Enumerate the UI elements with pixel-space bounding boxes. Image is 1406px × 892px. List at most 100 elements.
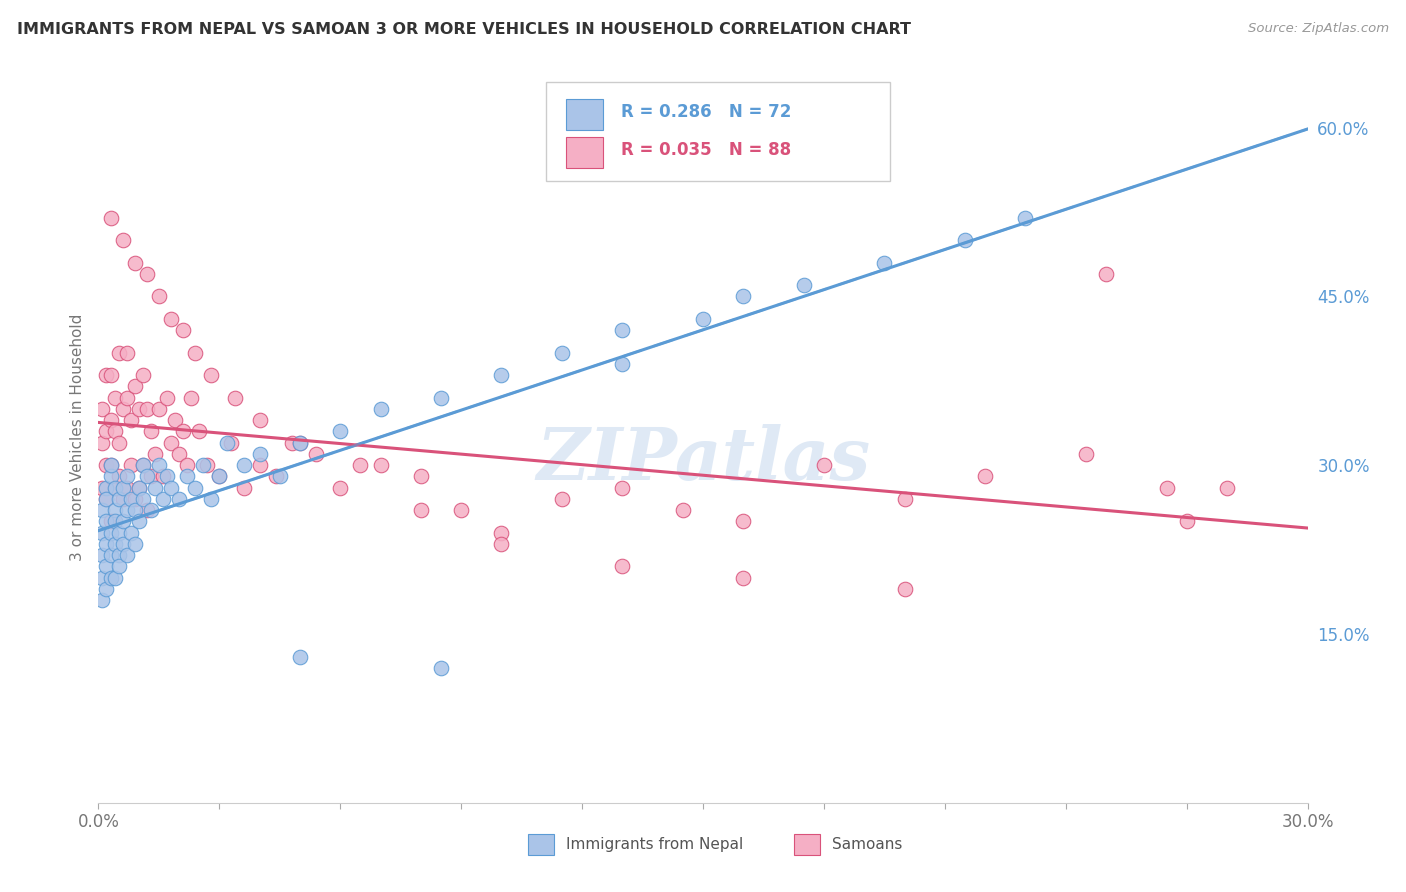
FancyBboxPatch shape: [527, 833, 554, 855]
Point: [180, 391, 202, 405]
Point: [135, 267, 157, 281]
Point: [281, 435, 304, 450]
Point: [172, 323, 194, 337]
Point: [551, 345, 574, 359]
FancyBboxPatch shape: [567, 99, 603, 130]
Point: [184, 345, 207, 359]
Point: [100, 525, 122, 540]
Point: [200, 491, 222, 506]
Point: [111, 481, 134, 495]
Point: [91, 548, 114, 562]
Point: [135, 401, 157, 416]
Point: [124, 255, 146, 269]
Point: [100, 458, 122, 473]
Point: [139, 469, 162, 483]
Point: [370, 401, 392, 416]
Point: [167, 491, 190, 506]
Point: [96, 559, 118, 574]
Point: [152, 469, 174, 483]
Point: [100, 368, 122, 383]
Point: [160, 481, 183, 495]
Point: [132, 458, 155, 473]
Point: [491, 368, 513, 383]
Point: [128, 481, 150, 495]
Point: [120, 413, 142, 427]
Point: [100, 413, 122, 427]
Point: [100, 469, 122, 483]
Point: [264, 469, 287, 483]
Point: [96, 537, 118, 551]
Point: [96, 481, 118, 495]
Point: [96, 368, 118, 383]
Point: [135, 469, 157, 483]
Point: [1156, 481, 1178, 495]
Point: [160, 435, 183, 450]
Point: [103, 537, 125, 551]
Point: [208, 469, 231, 483]
Point: [1074, 447, 1097, 461]
Point: [139, 425, 162, 439]
Point: [91, 435, 114, 450]
Point: [612, 481, 634, 495]
Point: [91, 481, 114, 495]
Point: [124, 537, 146, 551]
Text: Source: ZipAtlas.com: Source: ZipAtlas.com: [1249, 22, 1389, 36]
Point: [288, 649, 311, 664]
Point: [96, 458, 118, 473]
Point: [96, 582, 118, 596]
Point: [156, 469, 179, 483]
Point: [132, 491, 155, 506]
Point: [139, 503, 162, 517]
Point: [249, 458, 271, 473]
Point: [103, 503, 125, 517]
Point: [249, 413, 271, 427]
Point: [733, 289, 755, 303]
FancyBboxPatch shape: [546, 82, 890, 181]
Point: [124, 379, 146, 393]
Point: [409, 469, 432, 483]
Point: [160, 312, 183, 326]
Point: [176, 458, 198, 473]
Point: [100, 571, 122, 585]
Point: [269, 469, 291, 483]
Point: [793, 278, 815, 293]
Point: [111, 401, 134, 416]
Point: [107, 491, 129, 506]
Point: [115, 548, 138, 562]
Point: [692, 312, 714, 326]
Point: [288, 435, 311, 450]
FancyBboxPatch shape: [793, 833, 820, 855]
Point: [195, 458, 218, 473]
Point: [115, 469, 138, 483]
Point: [551, 491, 574, 506]
Point: [107, 469, 129, 483]
Point: [103, 515, 125, 529]
Point: [188, 425, 211, 439]
Point: [124, 503, 146, 517]
Point: [430, 661, 453, 675]
Point: [1014, 211, 1036, 225]
Point: [430, 391, 453, 405]
Point: [672, 503, 695, 517]
Point: [96, 425, 118, 439]
Point: [329, 425, 352, 439]
Point: [1095, 267, 1118, 281]
Point: [148, 289, 170, 303]
Point: [491, 525, 513, 540]
Point: [91, 593, 114, 607]
Point: [128, 401, 150, 416]
Point: [184, 481, 207, 495]
Point: [612, 323, 634, 337]
Point: [91, 401, 114, 416]
Point: [115, 345, 138, 359]
Point: [349, 458, 371, 473]
Point: [148, 458, 170, 473]
Point: [612, 559, 634, 574]
Point: [115, 503, 138, 517]
Point: [733, 515, 755, 529]
Point: [612, 357, 634, 371]
Point: [111, 515, 134, 529]
Text: Samoans: Samoans: [832, 837, 903, 852]
Point: [132, 368, 155, 383]
Point: [115, 481, 138, 495]
